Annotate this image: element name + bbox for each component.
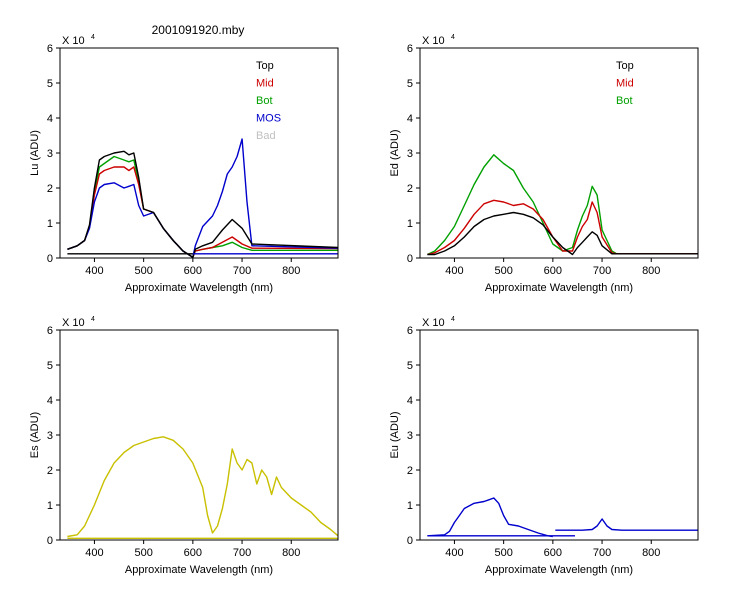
eu-ytick-label: 0 (407, 535, 413, 547)
lu-ytick-label: 0 (47, 253, 53, 265)
lu-ylabel: Lu (ADU) (29, 130, 41, 176)
eu-ytick-label: 5 (407, 360, 413, 372)
ed-ytick-label: 0 (407, 253, 413, 265)
ed-xtick-label: 600 (544, 265, 562, 277)
es-ytick-label: 5 (47, 360, 53, 372)
chart-lu: 0 1 2 3 4 5 6 400 500 600 700 800 Approximate Wavele… (29, 34, 339, 294)
lu-legend-mid: Mid (256, 78, 274, 90)
lu-series-mid (67, 166, 338, 258)
ed-ytick-label: 6 (407, 43, 413, 55)
eu-xtick-label: 400 (445, 547, 463, 559)
es-plot-frame (59, 329, 339, 541)
lu-legend-mos: MOS (256, 113, 281, 125)
lu-legend-bad: Bad (256, 130, 276, 142)
es-ytick-label: 4 (47, 395, 53, 407)
es-series-0 (67, 436, 338, 538)
ed-ytick-label: 4 (407, 113, 413, 125)
es-xlabel: Approximate Wavelength (nm) (125, 564, 273, 576)
eu-multiplier: X 10 (422, 317, 445, 329)
ed-legend-mid: Mid (616, 78, 634, 90)
es-ylabel: Es (ADU) (29, 412, 41, 458)
eu-xtick-label: 500 (494, 547, 512, 559)
eu-ytick-label: 3 (407, 430, 413, 442)
ed-ytick-label: 1 (407, 218, 413, 230)
eu-xtick-label: 700 (593, 547, 611, 559)
es-xtick-label: 800 (282, 547, 300, 559)
eu-xtick-label: 800 (642, 547, 660, 559)
ed-xtick-label: 700 (593, 265, 611, 277)
ed-series-bot (427, 154, 698, 256)
lu-legend-top: Top (256, 60, 274, 72)
eu-series-0 (427, 497, 553, 538)
lu-xtick-label: 500 (134, 265, 152, 277)
es-multiplier: X 10 (62, 317, 85, 329)
ed-series-mid (427, 199, 698, 256)
lu-ytick-label: 2 (47, 183, 53, 195)
eu-multiplier-exp: 4 (451, 316, 455, 323)
figure-title: 2001091920.mby (152, 23, 245, 37)
ed-xtick-label: 400 (445, 265, 463, 277)
ed-ylabel: Ed (ADU) (389, 129, 401, 176)
lu-ytick-label: 6 (47, 43, 53, 55)
es-series-group (67, 436, 338, 539)
ed-xlabel: Approximate Wavelength (nm) (485, 282, 633, 294)
es-ytick-label: 6 (47, 325, 53, 337)
eu-ytick-label: 2 (407, 465, 413, 477)
eu-ytick-label: 6 (407, 325, 413, 337)
ed-ytick-label: 3 (407, 148, 413, 160)
lu-multiplier: X 10 (62, 35, 85, 47)
chart-eu: 0 1 2 3 4 5 6 400 500 600 700 800 Approximate Wavele… (389, 316, 699, 576)
ed-ytick-label: 5 (407, 78, 413, 90)
eu-series-group (427, 497, 698, 538)
ed-multiplier-exp: 4 (451, 34, 455, 41)
es-ytick-label: 2 (47, 465, 53, 477)
lu-series-bot (67, 155, 338, 258)
lu-series-group (67, 138, 338, 258)
es-xtick-label: 500 (134, 547, 152, 559)
eu-series-2 (555, 518, 698, 531)
ed-ytick-label: 2 (407, 183, 413, 195)
ed-series-top (427, 211, 698, 256)
lu-xtick-label: 700 (233, 265, 251, 277)
es-xtick-label: 400 (85, 547, 103, 559)
lu-ytick-label: 4 (47, 113, 53, 125)
chart-es: 0 1 2 3 4 5 6 400 500 600 700 800 Approximate Wavele… (29, 316, 339, 576)
eu-xtick-label: 600 (544, 547, 562, 559)
lu-multiplier-exp: 4 (91, 34, 95, 41)
es-ytick-label: 1 (47, 500, 53, 512)
lu-xtick-label: 800 (282, 265, 300, 277)
es-ytick-label: 0 (47, 535, 53, 547)
eu-plot-frame (419, 329, 699, 541)
es-ytick-label: 3 (47, 430, 53, 442)
ed-xtick-label: 500 (494, 265, 512, 277)
lu-legend-bot: Bot (256, 95, 273, 107)
es-xtick-label: 600 (184, 547, 202, 559)
ed-plot-frame (419, 47, 699, 259)
lu-ytick-label: 3 (47, 148, 53, 160)
eu-ytick-label: 4 (407, 395, 413, 407)
lu-ytick-label: 5 (47, 78, 53, 90)
ed-xtick-label: 800 (642, 265, 660, 277)
lu-xtick-label: 600 (184, 265, 202, 277)
lu-series-top (67, 150, 338, 258)
eu-xlabel: Approximate Wavelength (nm) (485, 564, 633, 576)
eu-ylabel: Eu (ADU) (389, 411, 401, 458)
ed-legend-top: Top (616, 60, 634, 72)
ed-multiplier: X 10 (422, 35, 445, 47)
lu-plot-frame (59, 47, 339, 259)
es-xtick-label: 700 (233, 547, 251, 559)
es-multiplier-exp: 4 (91, 316, 95, 323)
lu-xtick-label: 400 (85, 265, 103, 277)
eu-ytick-label: 1 (407, 500, 413, 512)
ed-legend-bot: Bot (616, 95, 633, 107)
ed-series-group (427, 154, 698, 256)
lu-ytick-label: 1 (47, 218, 53, 230)
lu-xlabel: Approximate Wavelength (nm) (125, 282, 273, 294)
lu-series-mos (67, 138, 338, 258)
chart-ed: 0 1 2 3 4 5 6 400 500 600 700 800 Approximate Wavele… (389, 34, 699, 294)
